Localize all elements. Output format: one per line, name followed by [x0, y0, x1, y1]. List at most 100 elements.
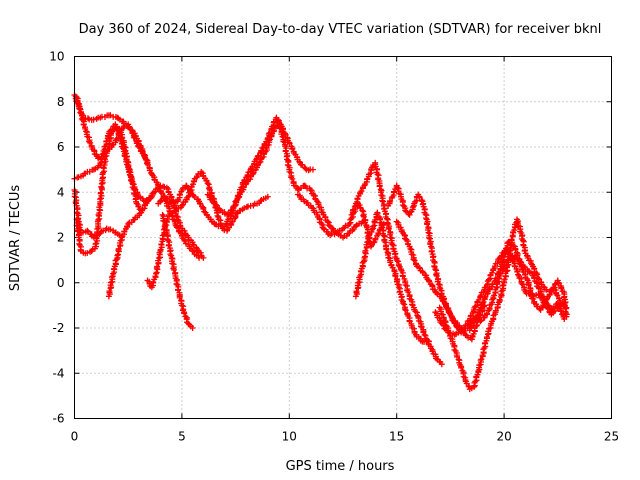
data-point-sample — [424, 221, 431, 228]
data-point-sample — [94, 226, 101, 233]
data-point-sample — [83, 128, 90, 135]
data-point-sample — [395, 262, 402, 269]
data-point — [189, 325, 196, 331]
data-point — [479, 300, 486, 307]
data-point-sample — [440, 322, 447, 329]
data-point-sample — [266, 137, 273, 144]
data-point-sample — [489, 296, 496, 303]
data-point-sample — [530, 296, 537, 303]
data-point-sample — [162, 223, 169, 230]
y-tick-label: -6 — [53, 412, 65, 426]
data-point — [477, 318, 484, 325]
data-point-sample — [160, 194, 167, 201]
y-tick-label: 4 — [57, 185, 65, 199]
data-point — [359, 207, 366, 214]
data-point-sample — [529, 295, 536, 302]
data-point — [307, 186, 314, 193]
data-point-sample — [380, 232, 387, 239]
data-point-sample — [86, 138, 93, 145]
chart-title: Day 360 of 2024, Sidereal Day-to-day VTE… — [79, 22, 602, 37]
data-point-sample — [158, 241, 165, 248]
data-point-sample — [480, 299, 487, 306]
data-point — [402, 207, 409, 214]
x-tick-label: 20 — [496, 430, 511, 444]
data-point-sample — [92, 241, 99, 248]
data-point-sample — [414, 312, 421, 319]
data-point-sample — [106, 135, 113, 142]
data-point-sample — [76, 240, 83, 247]
data-point-sample — [394, 281, 401, 288]
data-point — [148, 171, 155, 178]
data-point-sample — [84, 115, 91, 122]
data-point — [346, 220, 353, 227]
data-point — [157, 182, 164, 189]
x-tick-label: 25 — [604, 430, 619, 444]
data-point-sample — [125, 166, 132, 173]
data-point-sample — [74, 228, 81, 235]
data-point-sample — [425, 229, 432, 236]
data-point-sample — [394, 184, 401, 191]
data-point-sample — [360, 213, 367, 220]
data-point-sample — [527, 290, 534, 297]
data-point — [462, 331, 469, 338]
data-point-sample — [477, 357, 484, 364]
data-point-sample — [558, 285, 565, 292]
data-point — [275, 119, 282, 126]
data-point-sample — [126, 171, 133, 178]
data-point-sample — [127, 172, 134, 179]
data-point-sample — [233, 210, 240, 217]
y-tick-label: -2 — [53, 321, 65, 335]
data-point-sample — [90, 116, 97, 123]
series-sat-l — [348, 159, 445, 368]
data-point-sample — [387, 234, 394, 241]
y-tick-label: 2 — [57, 231, 65, 245]
data-point — [264, 193, 271, 200]
data-point — [486, 286, 493, 293]
data-point — [224, 211, 231, 218]
data-point — [432, 266, 439, 273]
data-point — [301, 182, 308, 189]
data-point — [563, 313, 570, 320]
data-point-sample — [206, 185, 213, 192]
data-point-sample — [258, 147, 265, 154]
data-point-sample — [453, 323, 460, 330]
data-point-sample — [276, 124, 283, 131]
data-point-sample — [379, 198, 386, 205]
data-point-sample — [501, 276, 508, 283]
data-point-sample — [364, 239, 371, 246]
data-point-sample — [289, 175, 296, 182]
x-axis-label: GPS time / hours — [286, 459, 395, 474]
data-point-sample — [377, 219, 384, 226]
data-point-sample — [169, 260, 176, 267]
y-axis-label: SDTVAR / TECUs — [8, 185, 23, 292]
x-tick-label: 15 — [389, 430, 404, 444]
data-point — [393, 257, 400, 264]
data-point — [352, 223, 359, 230]
data-point-sample — [106, 288, 113, 295]
data-point-sample — [325, 222, 332, 229]
data-point-sample — [108, 279, 115, 286]
data-point — [425, 338, 432, 345]
data-point-sample — [416, 264, 423, 271]
data-point-sample — [385, 225, 392, 232]
data-point-sample — [394, 258, 401, 265]
data-point-sample — [543, 286, 550, 293]
data-point-sample — [157, 189, 164, 196]
data-point-sample — [108, 274, 115, 281]
data-point-sample — [84, 249, 91, 256]
data-point-sample — [157, 197, 164, 204]
data-point-sample — [379, 197, 386, 204]
x-tick-label: 5 — [178, 430, 186, 444]
y-tick-label: 6 — [57, 140, 65, 154]
series-sat-j — [204, 119, 366, 241]
data-point-sample — [418, 197, 425, 204]
y-tick-label: 10 — [49, 50, 64, 64]
data-point-sample — [491, 278, 498, 285]
data-point-sample — [439, 311, 446, 318]
data-point — [535, 275, 542, 282]
data-point — [483, 282, 490, 289]
plot-frame — [74, 56, 612, 419]
data-point-sample — [171, 266, 178, 273]
data-point-sample — [214, 212, 221, 219]
